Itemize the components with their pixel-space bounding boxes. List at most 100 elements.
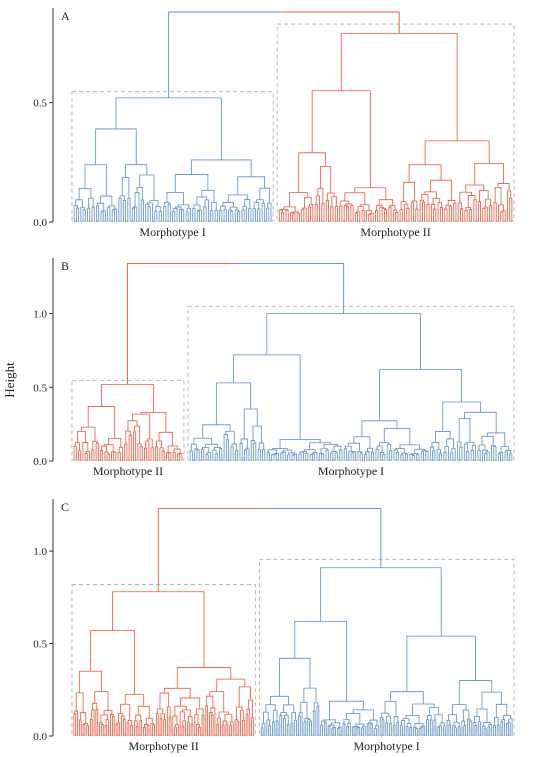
dendrogram-branch xyxy=(303,449,316,453)
dendrogram-branch xyxy=(507,722,511,736)
dendrogram-branch xyxy=(272,721,275,736)
dendrogram-branch xyxy=(347,442,360,452)
dendrogram-branch xyxy=(236,706,243,720)
dendrogram-branch xyxy=(145,440,150,461)
dendrogram-branch xyxy=(192,208,196,222)
dendrogram-branch xyxy=(122,719,126,736)
dendrogram-branch xyxy=(100,714,108,723)
dendrogram-branch xyxy=(384,208,388,222)
dendrogram-branch xyxy=(190,443,197,451)
dendrogram-branch xyxy=(334,206,338,222)
dendrogram-branch xyxy=(283,718,286,736)
dendrogram-branch xyxy=(316,705,320,736)
dendrogram-branch xyxy=(330,206,334,222)
dendrogram-branch xyxy=(465,206,471,211)
dendrogram-branch xyxy=(429,446,435,461)
dendrogram-branch xyxy=(95,128,137,165)
dendrogram-branch xyxy=(196,724,200,736)
dendrogram-branch xyxy=(261,203,265,222)
dendrogram-branch xyxy=(330,452,334,461)
cluster-label: Morphotype II xyxy=(360,225,430,239)
dendrogram-branch xyxy=(158,431,174,447)
dendrogram-branch xyxy=(424,191,437,199)
dendrogram-branch xyxy=(411,200,418,210)
dendrogram-branch xyxy=(278,209,284,222)
dendrogram-branch xyxy=(453,203,457,222)
dendrogram-branch xyxy=(466,450,470,461)
dendrogram-branch xyxy=(266,207,270,222)
dendrogram-branch xyxy=(432,198,441,205)
dendrogram-branch xyxy=(375,449,379,461)
dendrogram-branch xyxy=(185,211,189,222)
dendrogram-branch xyxy=(482,208,486,222)
dendrogram-branch xyxy=(340,33,458,141)
dendrogram-branch xyxy=(231,443,237,451)
dendrogram-branch xyxy=(203,206,207,222)
dendrogram-branch xyxy=(209,712,213,736)
dendrogram-branch xyxy=(345,206,350,222)
dendrogram-branch xyxy=(307,206,311,222)
dendrogram-branch xyxy=(137,705,150,719)
dendrogram-branch xyxy=(205,443,218,448)
cluster-box xyxy=(276,23,515,222)
y-tick-label: 0.0 xyxy=(33,456,47,468)
dendrogram-branch xyxy=(337,728,340,736)
dendrogram-branch xyxy=(156,708,164,714)
dendrogram-branch xyxy=(261,723,266,736)
cluster-box xyxy=(71,91,274,222)
dendrogram-branch xyxy=(130,724,133,736)
dendrogram-branch xyxy=(167,203,171,222)
dendrogram-branch xyxy=(468,720,472,736)
dendrogram-branch xyxy=(251,717,254,736)
dendrogram-branch xyxy=(237,211,241,222)
dendrogram-branch xyxy=(219,448,223,461)
dendrogram-branch xyxy=(133,720,138,736)
dendrogram-branch xyxy=(140,411,167,433)
dendrogram-branch xyxy=(454,727,457,736)
dendrogram-branch xyxy=(436,449,441,461)
dendrogram-branch xyxy=(406,635,476,692)
cluster-box xyxy=(187,305,515,461)
dendrogram-branch xyxy=(410,202,414,222)
dendrogram-branch xyxy=(161,450,165,461)
dendrogram-branch xyxy=(279,439,321,449)
dendrogram-branch xyxy=(477,449,481,461)
dendrogram-branch xyxy=(420,451,424,461)
dendrogram-branch xyxy=(457,441,462,461)
dendrogram-branch xyxy=(476,708,488,723)
dendrogram-branch xyxy=(298,152,326,193)
dendrogram-branch xyxy=(244,449,248,461)
dendrogram-branch xyxy=(471,444,477,461)
dendrogram-branch xyxy=(241,209,245,222)
dendrogram-branch xyxy=(108,437,122,448)
dendrogram-branch xyxy=(74,442,80,451)
dendrogram-branch xyxy=(146,438,153,448)
dendrogram-branch xyxy=(178,208,184,222)
dendrogram-branch xyxy=(283,449,293,453)
dendrogram-branch xyxy=(124,443,128,461)
dendrogram-branch xyxy=(87,406,116,439)
dendrogram-branch xyxy=(139,446,143,461)
dendrogram-branch xyxy=(347,722,351,736)
dendrogram-branch xyxy=(87,207,91,222)
dendrogram-branch xyxy=(384,700,397,717)
dendrogram-branch xyxy=(481,436,494,446)
dendrogram-branch xyxy=(429,719,433,736)
dendrogram-branch xyxy=(196,449,200,461)
dendrogram-branch xyxy=(424,140,490,165)
dendrogram-branch xyxy=(390,691,424,704)
dendrogram-branch xyxy=(375,725,379,736)
dendrogram-panel-b: 0.0 0.5 1.0 B Morphotype II Morphotype I xyxy=(33,258,515,478)
dendrogram-branch xyxy=(79,670,102,693)
dendrogram-branch xyxy=(287,454,291,461)
dendrogram-branch xyxy=(350,452,354,461)
dendrogram-branch xyxy=(121,177,130,199)
dendrogram-branch xyxy=(500,721,504,736)
dendrogram-branch xyxy=(82,724,86,736)
dendrogram-branch xyxy=(131,207,135,222)
dendrogram-branch xyxy=(133,206,138,222)
dendrogram-branch xyxy=(257,208,261,222)
dendrogram-branch xyxy=(75,199,83,208)
y-axis-label: Height xyxy=(2,362,17,398)
dendrogram-branch xyxy=(235,450,239,461)
